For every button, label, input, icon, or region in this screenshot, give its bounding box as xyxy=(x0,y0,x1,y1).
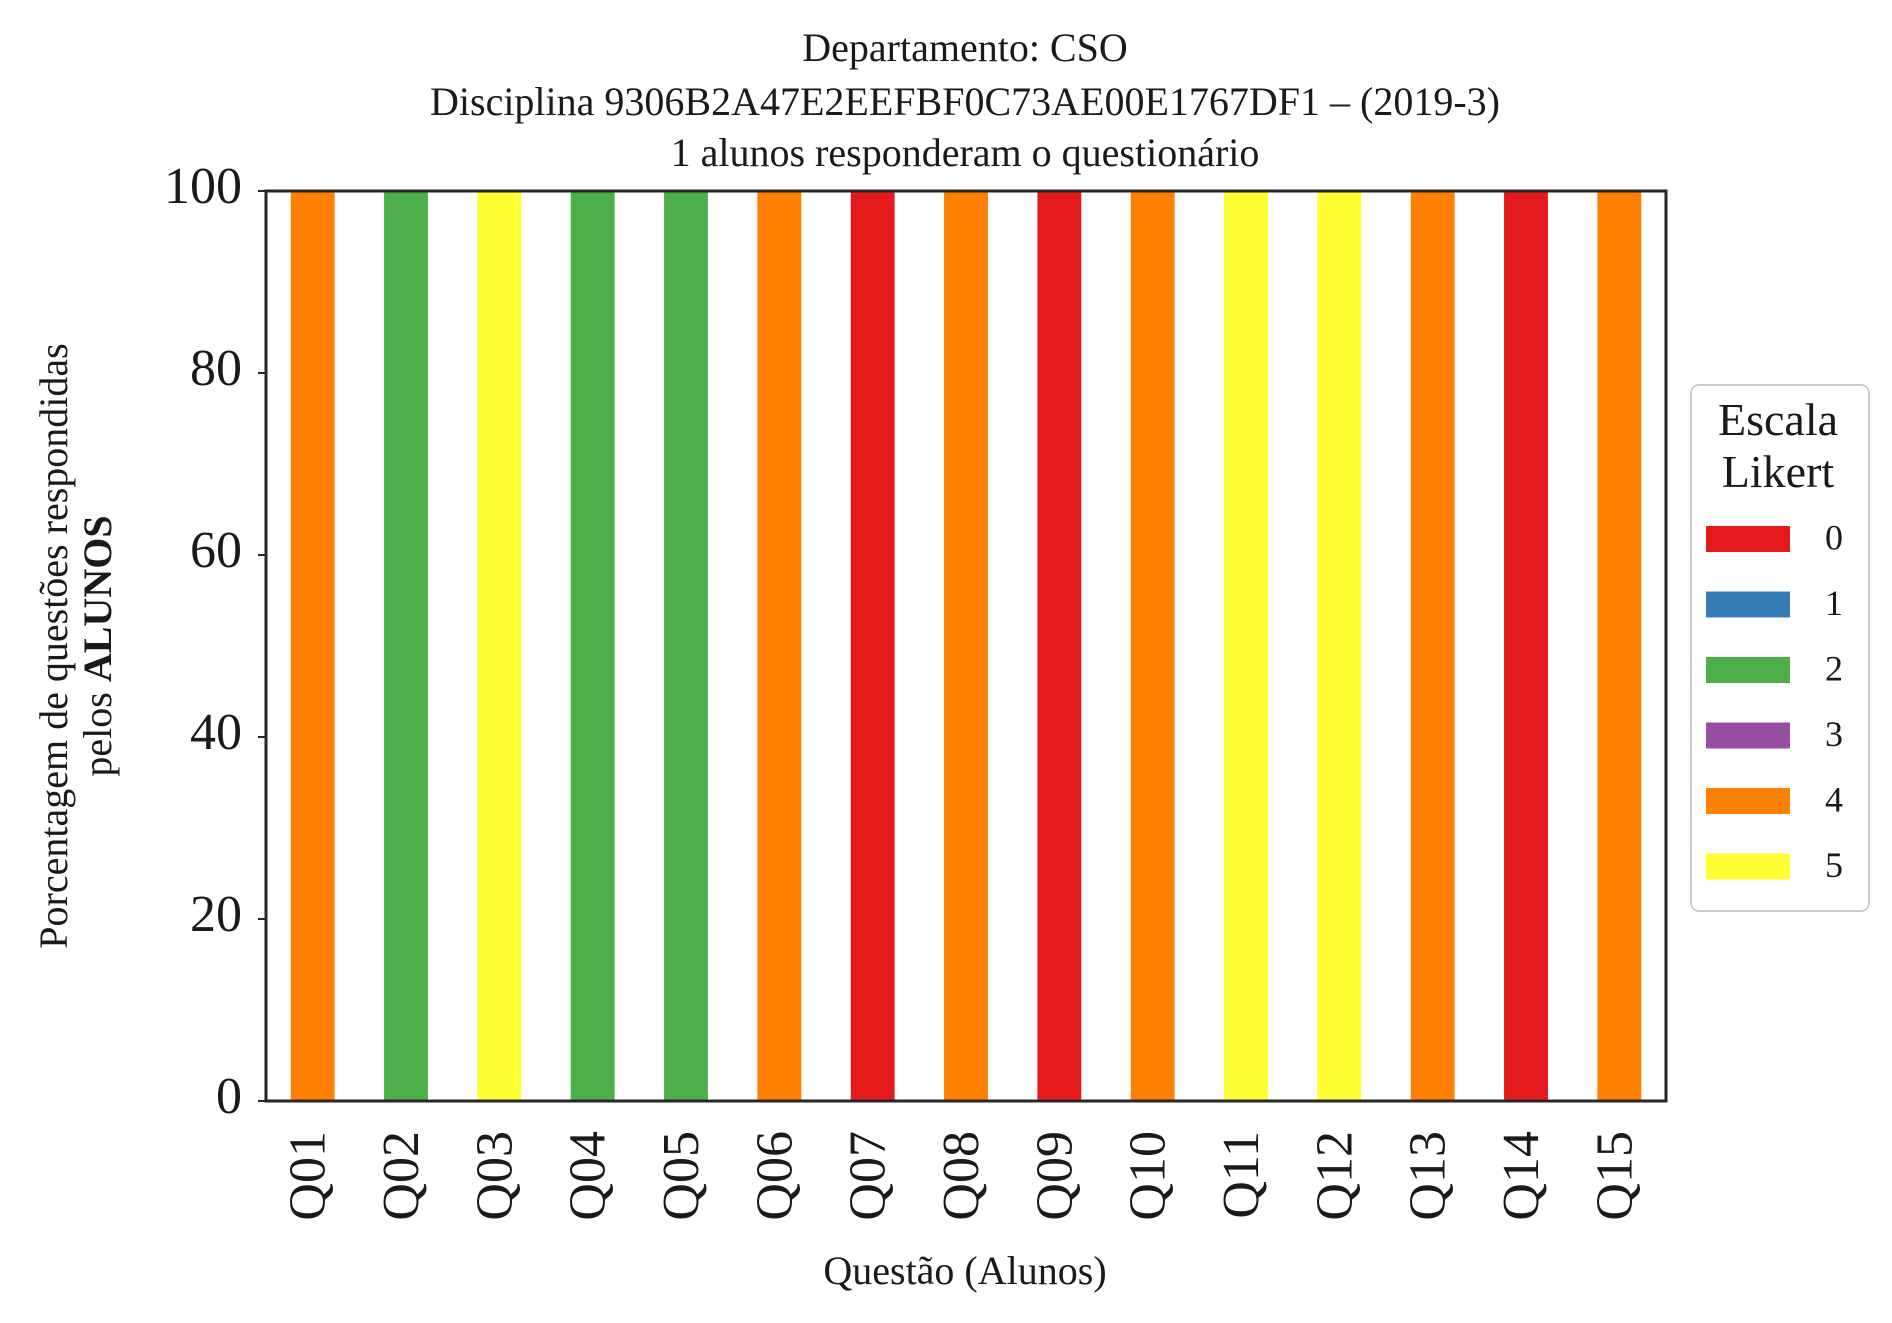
bar-q04-likert-2 xyxy=(570,191,615,1101)
bar-q15-likert-4 xyxy=(1597,191,1642,1101)
legend-label-5: 5 xyxy=(1825,845,1843,885)
y-tick-label: 80 xyxy=(190,340,242,397)
bar-q13-likert-4 xyxy=(1410,191,1455,1101)
bar-q11-likert-5 xyxy=(1224,191,1268,1101)
bar-q02-likert-2 xyxy=(384,191,428,1101)
y-tick-label: 20 xyxy=(190,886,242,943)
legend: Escala Likert 0 1 2 3 4 5 xyxy=(1690,384,1870,912)
x-tick-label: Q02 xyxy=(373,1131,430,1221)
legend-swatch-4 xyxy=(1706,788,1790,814)
bar-q05-likert-2 xyxy=(664,191,708,1101)
bar-q08-likert-4 xyxy=(944,191,988,1101)
chart-title-line-2: Disciplina 9306B2A47E2EEFBF0C73AE00E1767… xyxy=(430,79,1500,124)
bar-q06-likert-4 xyxy=(757,191,802,1101)
y-axis-label-second: pelos ALUNOS xyxy=(75,515,120,776)
legend-label-4: 4 xyxy=(1825,779,1843,819)
legend-swatch-5 xyxy=(1706,853,1790,880)
x-tick-label: Q03 xyxy=(466,1131,523,1221)
legend-label-3: 3 xyxy=(1825,714,1843,754)
x-tick-label: Q09 xyxy=(1026,1131,1083,1221)
x-axis-label: Questão (Alunos) xyxy=(823,1248,1106,1293)
x-tick-label: Q01 xyxy=(280,1131,337,1221)
y-axis-label-bold: ALUNOS xyxy=(75,515,120,682)
x-tick-label: Q04 xyxy=(560,1131,617,1221)
chart-title-line-3: 1 alunos responderam o questionário xyxy=(671,130,1260,175)
legend-title-line-1: Escala xyxy=(1718,394,1838,445)
x-tick-label: Q11 xyxy=(1213,1131,1270,1219)
y-tick-label: 40 xyxy=(190,704,242,761)
legend-label-1: 1 xyxy=(1825,583,1843,623)
legend-label-2: 2 xyxy=(1825,648,1843,688)
y-axis-label-prefix: pelos xyxy=(75,682,120,776)
y-tick-label: 0 xyxy=(216,1068,242,1125)
x-tick-label: Q05 xyxy=(653,1131,710,1221)
chart-title-line-1: Departamento: CSO xyxy=(802,25,1128,70)
y-axis-ticks: 0 20 40 60 80 100 xyxy=(164,158,266,1125)
y-axis-label-line-1: Porcentagem de questões respondidas xyxy=(31,343,76,948)
x-tick-label: Q10 xyxy=(1120,1131,1177,1221)
bar-q03-likert-5 xyxy=(477,191,522,1101)
y-tick-label: 60 xyxy=(190,522,242,579)
y-tick-label: 100 xyxy=(164,158,242,215)
plot-border xyxy=(264,189,1668,1103)
x-tick-label: Q13 xyxy=(1400,1131,1457,1221)
x-tick-label: Q08 xyxy=(933,1131,990,1221)
x-tick-label: Q06 xyxy=(746,1131,803,1221)
legend-title-line-2: Likert xyxy=(1722,446,1835,497)
legend-swatch-0 xyxy=(1706,526,1790,552)
bar-q07-likert-0 xyxy=(850,191,895,1101)
legend-label-0: 0 xyxy=(1825,517,1843,557)
bars-group xyxy=(290,191,1642,1101)
bar-q01-likert-4 xyxy=(290,191,335,1101)
x-axis-ticks: Q01 Q02 Q03 Q04 Q05 Q06 Q07 Q08 Q09 Q10 Q11 Q12 Q13 Q… xyxy=(280,1131,1644,1221)
bar-q12-likert-5 xyxy=(1317,191,1362,1101)
legend-items: 0 1 2 3 4 5 xyxy=(1706,517,1843,885)
legend-swatch-3 xyxy=(1706,722,1790,749)
y-axis-label: Porcentagem de questões respondidas xyxy=(31,343,76,948)
y-axis-label-line-2: pelos ALUNOS xyxy=(75,515,120,776)
chart-title: Departamento: CSO Disciplina 9306B2A47E2… xyxy=(430,25,1500,175)
legend-swatch-1 xyxy=(1706,591,1790,618)
x-tick-label: Q14 xyxy=(1493,1131,1550,1221)
bar-q09-likert-0 xyxy=(1037,191,1082,1101)
x-tick-label: Q12 xyxy=(1306,1131,1363,1221)
x-tick-label: Q07 xyxy=(840,1131,897,1221)
x-tick-label: Q15 xyxy=(1586,1131,1643,1221)
bar-q14-likert-0 xyxy=(1504,191,1548,1101)
legend-frame xyxy=(1690,384,1870,912)
legend-swatch-2 xyxy=(1706,657,1790,683)
bar-q10-likert-4 xyxy=(1130,191,1175,1101)
